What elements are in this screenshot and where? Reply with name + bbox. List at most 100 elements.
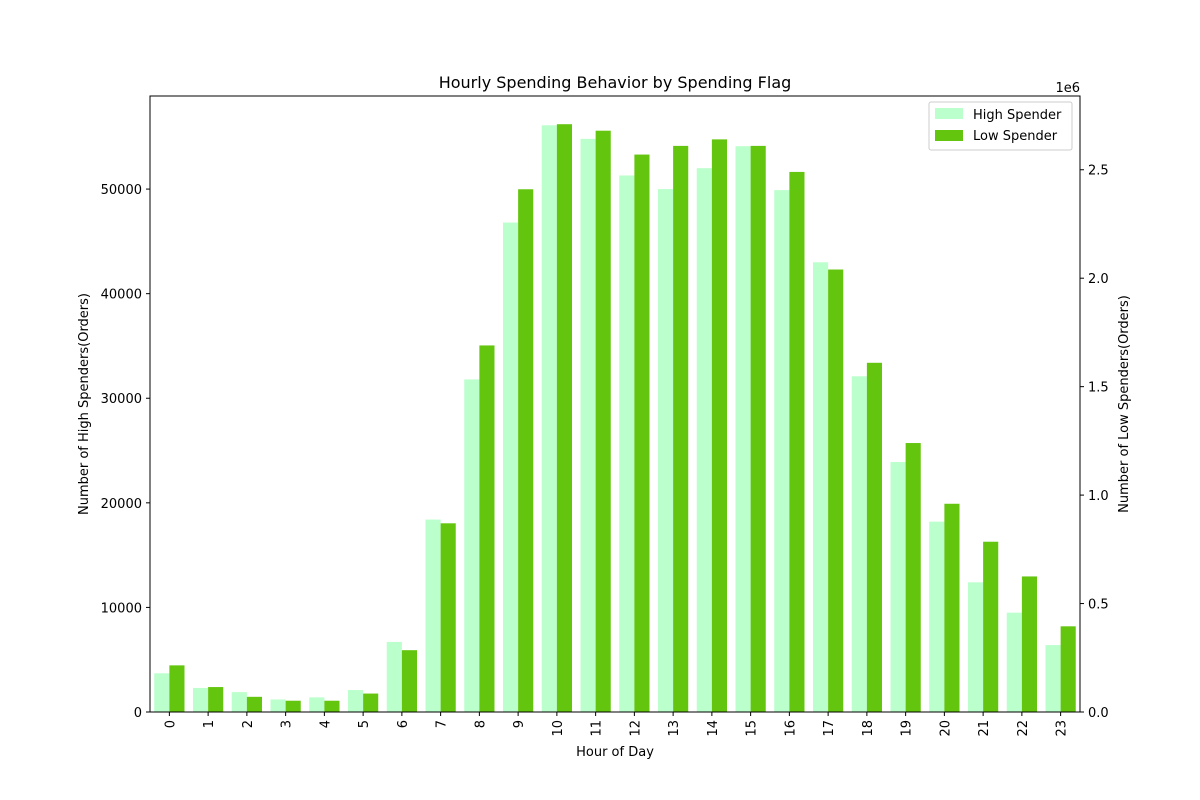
left-tick-label: 40000 [101,288,142,303]
left-tick-label: 20000 [101,497,142,512]
x-tick-label: 7 [435,720,450,728]
bar-low-spender-hour-15 [750,145,766,712]
bar-low-spender-hour-14 [711,139,727,712]
bar-high-spender-hour-18 [851,376,867,712]
bar-high-spender-hour-7 [425,519,441,712]
legend-label-high-spender: High Spender [973,108,1062,123]
bar-high-spender-hour-12 [619,175,635,713]
right-axis: 0.0 0.5 1.0 1.5 2.0 2.5 [1080,164,1109,721]
x-tick-label: 6 [396,720,411,728]
left-tick-label: 0 [134,706,142,721]
bar-high-spender-hour-22 [1006,612,1022,712]
x-tick-label: 10 [551,720,566,737]
x-tick-label: 16 [783,720,798,737]
bar-low-spender-hour-10 [556,124,572,712]
x-tick-label: 22 [1016,720,1031,737]
bar-low-spender-hour-2 [246,696,262,712]
x-tick-label: 14 [706,720,721,737]
bar-low-spender-hour-16 [789,171,805,713]
bar-low-spender-hour-6 [401,650,417,712]
legend-swatch-low-spender [935,130,963,141]
bar-low-spender-hour-17 [828,269,844,712]
bar-low-spender-hour-7 [440,523,456,712]
right-axis-offset-label: 1e6 [1055,81,1080,96]
right-tick-label: 2.5 [1088,164,1109,179]
bar-high-spender-hour-0 [154,673,170,712]
bar-low-spender-hour-0 [169,665,185,712]
bar-high-spender-hour-4 [309,697,325,712]
legend: High Spender Low Spender [928,101,1073,151]
bar-low-spender-hour-13 [673,145,689,712]
x-tick-label: 4 [318,720,333,728]
right-axis-title: Number of Low Spenders(Orders) [1117,295,1132,513]
bar-low-spender-hour-21 [983,541,999,712]
x-tick-label: 19 [900,720,915,737]
bar-low-spender-hour-8 [479,345,495,712]
bar-high-spender-hour-2 [231,692,247,712]
bar-low-spender-hour-11 [595,130,611,712]
bar-high-spender-hour-13 [658,189,674,712]
legend-swatch-high-spender [935,108,963,119]
right-tick-label: 1.5 [1088,381,1109,396]
bar-low-spender-hour-20 [944,503,960,712]
x-tick-label: 9 [512,720,527,728]
bar-low-spender-hour-5 [363,693,379,712]
bar-high-spender-hour-6 [386,641,402,712]
right-tick-label: 0.5 [1088,598,1109,613]
left-tick-label: 30000 [101,392,142,407]
x-tick-label: 17 [822,720,837,737]
x-axis: 0 1 2 3 4 5 6 7 8 9 10 11 12 13 14 15 16 17 18 19 20 21 22 23 [163,712,1070,737]
legend-label-low-spender: Low Spender [973,129,1058,144]
bar-high-spender-hour-14 [696,168,712,712]
bar-high-spender-hour-3 [270,699,286,712]
x-tick-label: 12 [628,720,643,737]
x-tick-label: 5 [357,720,372,728]
bar-high-spender-hour-19 [890,462,906,712]
x-tick-label: 2 [241,720,256,728]
legend-box [928,101,1073,151]
bar-low-spender-hour-23 [1060,626,1076,712]
bar-high-spender-hour-1 [193,687,209,712]
x-tick-label: 11 [590,720,605,737]
x-tick-label: 21 [977,720,992,737]
right-tick-label: 2.0 [1088,272,1109,287]
bar-low-spender-hour-12 [634,154,650,712]
bar-high-spender-hour-23 [1045,645,1061,712]
bar-high-spender-hour-10 [541,125,557,712]
bar-low-spender-hour-19 [905,443,921,712]
x-tick-label: 15 [745,720,760,737]
chart-title: Hourly Spending Behavior by Spending Fla… [439,73,792,92]
right-tick-label: 0.0 [1088,706,1109,721]
x-tick-label: 0 [163,720,178,728]
left-tick-label: 10000 [101,601,142,616]
x-tick-label: 3 [280,720,295,728]
bar-high-spender-hour-9 [503,222,519,713]
right-tick-label: 1.0 [1088,489,1109,504]
x-axis-title: Hour of Day [576,745,654,760]
bar-high-spender-hour-17 [813,262,829,712]
bar-low-spender-hour-22 [1021,576,1037,712]
bar-low-spender-hour-1 [208,687,224,712]
left-tick-label: 50000 [101,183,142,198]
plot-frame [149,95,1081,713]
bars-layer [154,124,1076,713]
bar-high-spender-hour-8 [464,379,480,712]
bar-low-spender-hour-3 [285,700,301,712]
x-tick-label: 13 [667,720,682,737]
bar-high-spender-hour-20 [929,521,945,712]
x-tick-label: 1 [202,720,217,728]
left-axis: 0 10000 20000 30000 40000 50000 [101,183,150,721]
x-tick-label: 20 [938,720,953,737]
bar-low-spender-hour-18 [866,362,882,712]
bar-high-spender-hour-5 [348,690,364,712]
bar-high-spender-hour-16 [774,190,790,712]
x-tick-label: 23 [1055,720,1070,737]
x-tick-label: 8 [473,720,488,728]
bar-high-spender-hour-15 [735,146,751,712]
x-tick-label: 18 [861,720,876,737]
bar-low-spender-hour-4 [324,700,340,712]
bar-low-spender-hour-9 [518,189,534,712]
bar-high-spender-hour-11 [580,138,596,712]
bar-high-spender-hour-21 [968,582,984,712]
